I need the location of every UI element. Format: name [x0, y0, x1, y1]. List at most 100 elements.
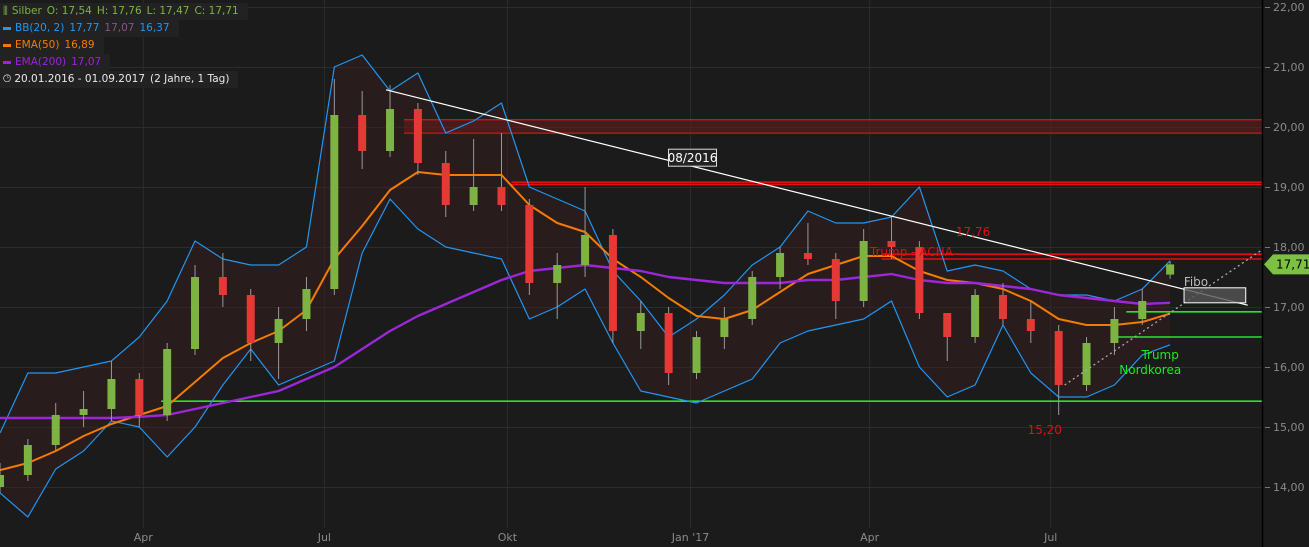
- x-tick-label: Jul: [317, 531, 331, 544]
- period-label: (2 Jahre, 1 Tag): [150, 73, 230, 85]
- price-tag-shape: [1264, 254, 1309, 275]
- candle-body: [608, 235, 617, 331]
- candle-body: [636, 313, 645, 331]
- candle-body: [553, 265, 562, 283]
- legend-bb[interactable]: BB(20, 2) 17,77 17,07 16,37: [0, 20, 179, 37]
- y-tick-label: 18,00: [1273, 241, 1305, 254]
- candle-body: [971, 295, 980, 337]
- candle-body: [1082, 343, 1091, 385]
- candle-body: [79, 409, 88, 415]
- candle-body: [497, 187, 506, 205]
- y-tick-label: 20,00: [1273, 121, 1305, 134]
- candle-body: [943, 313, 952, 337]
- legend-range: 🕑︎ 20.01.2016 - 01.09.2017 (2 Jahre, 1 Tag…: [0, 71, 239, 88]
- x-tick-label: Apr: [134, 531, 154, 544]
- annotation-box: [668, 148, 718, 167]
- annotation-label: 08/2016: [668, 151, 718, 165]
- legend-ema50[interactable]: EMA(50) 16,89: [0, 37, 104, 54]
- candle-body: [720, 319, 729, 337]
- x-axis: Apr Jul Okt Jan '17 Apr Jul: [134, 531, 1058, 544]
- annotation-label: Nordkorea: [1119, 363, 1181, 377]
- candle-body: [107, 379, 116, 409]
- y-axis: 14,00 15,00 16,00 17,00 18,00 19,00 20,00 21,00…: [1265, 1, 1305, 494]
- y-tick-label: 15,00: [1273, 421, 1305, 434]
- fibo-box: [1183, 287, 1247, 304]
- date-range: 20.01.2016 - 01.09.2017: [14, 73, 146, 85]
- y-tick-label: 22,00: [1273, 1, 1305, 14]
- candle-body: [748, 277, 757, 319]
- candle-body: [23, 445, 32, 475]
- annotation-label: Fibo: [1184, 275, 1208, 289]
- candle-body: [1026, 319, 1035, 331]
- y-tick-label: 14,00: [1273, 481, 1305, 494]
- annotation-label: 17,76: [956, 225, 990, 239]
- candles: [0, 79, 1175, 493]
- candle-body: [581, 235, 590, 265]
- legend-ema200[interactable]: EMA(200) 17,07: [0, 54, 111, 71]
- x-tick-label: Apr: [860, 531, 880, 544]
- y-tick-label: 17,00: [1273, 301, 1305, 314]
- annotation-label: 15,20: [1028, 423, 1062, 437]
- candle-body: [831, 259, 840, 301]
- candle-body: [469, 187, 478, 205]
- candle-body: [163, 349, 172, 415]
- candle-body: [998, 295, 1007, 319]
- candle-body: [0, 475, 4, 487]
- ema200-swatch-icon: [3, 60, 11, 64]
- candle-body: [1138, 301, 1147, 319]
- x-tick-label: Jan '17: [671, 531, 709, 544]
- bb-label: BB(20, 2): [15, 22, 65, 34]
- annotation-label: Trump: [1140, 348, 1178, 362]
- instrument-name: Silber: [11, 5, 42, 17]
- candlestick-icon: ⫼: [3, 5, 8, 17]
- low-value: L: 17,47: [146, 5, 190, 17]
- y-tick-label: 19,00: [1273, 181, 1305, 194]
- candle-body: [776, 253, 785, 277]
- bb-upper-value: 17,77: [69, 22, 100, 34]
- price-tag-label: 17,71: [1276, 257, 1309, 271]
- bb-lower-value: 16,37: [139, 22, 170, 34]
- candle-body: [803, 253, 812, 259]
- candle-body: [664, 313, 673, 373]
- candle-body: [386, 109, 395, 151]
- bollinger-band-fill: [0, 55, 1171, 517]
- candle-body: [1054, 331, 1063, 385]
- candle-body: [274, 319, 283, 343]
- chart-legend: ⫼ Silber O: 17,54 H: 17,76 L: 17,47 C: 17,71 …: [0, 3, 248, 88]
- candle-body: [302, 289, 311, 319]
- y-tick-label: 16,00: [1273, 361, 1305, 374]
- candle-body: [441, 163, 450, 205]
- candle-body: [525, 205, 534, 283]
- annotation-label: Trump - ACHA: [869, 245, 954, 259]
- candle-body: [915, 247, 924, 313]
- x-tick-label: Okt: [498, 531, 518, 544]
- close-value: C: 17,71: [194, 5, 239, 17]
- candle-body: [218, 277, 227, 295]
- bb-middle-value: 17,07: [104, 22, 135, 34]
- candle-body: [135, 379, 144, 415]
- candle-body: [692, 337, 701, 373]
- candle-body: [859, 241, 868, 301]
- candle-body: [51, 415, 60, 445]
- candle-body: [1110, 319, 1119, 343]
- bb-swatch-icon: [3, 26, 11, 30]
- resistance-zone: [403, 119, 1263, 133]
- trendline: [385, 89, 1248, 306]
- ema50-label: EMA(50): [15, 39, 60, 51]
- clock-icon: 🕑︎: [3, 73, 12, 85]
- ema200-value: 17,07: [71, 56, 102, 68]
- candle-body: [191, 277, 200, 349]
- ema50-swatch-icon: [3, 43, 11, 47]
- candle-body: [246, 295, 255, 343]
- candle-body: [413, 109, 422, 163]
- last-price-tag: 17,71: [1264, 254, 1309, 275]
- candle-body: [1166, 264, 1175, 275]
- horizontal-lines: [161, 119, 1263, 403]
- ema200-label: EMA(200): [15, 56, 67, 68]
- ema50-value: 16,89: [64, 39, 95, 51]
- legend-instrument: ⫼ Silber O: 17,54 H: 17,76 L: 17,47 C: 17,71: [0, 3, 248, 20]
- open-value: O: 17,54: [46, 5, 92, 17]
- y-tick-label: 21,00: [1273, 61, 1305, 74]
